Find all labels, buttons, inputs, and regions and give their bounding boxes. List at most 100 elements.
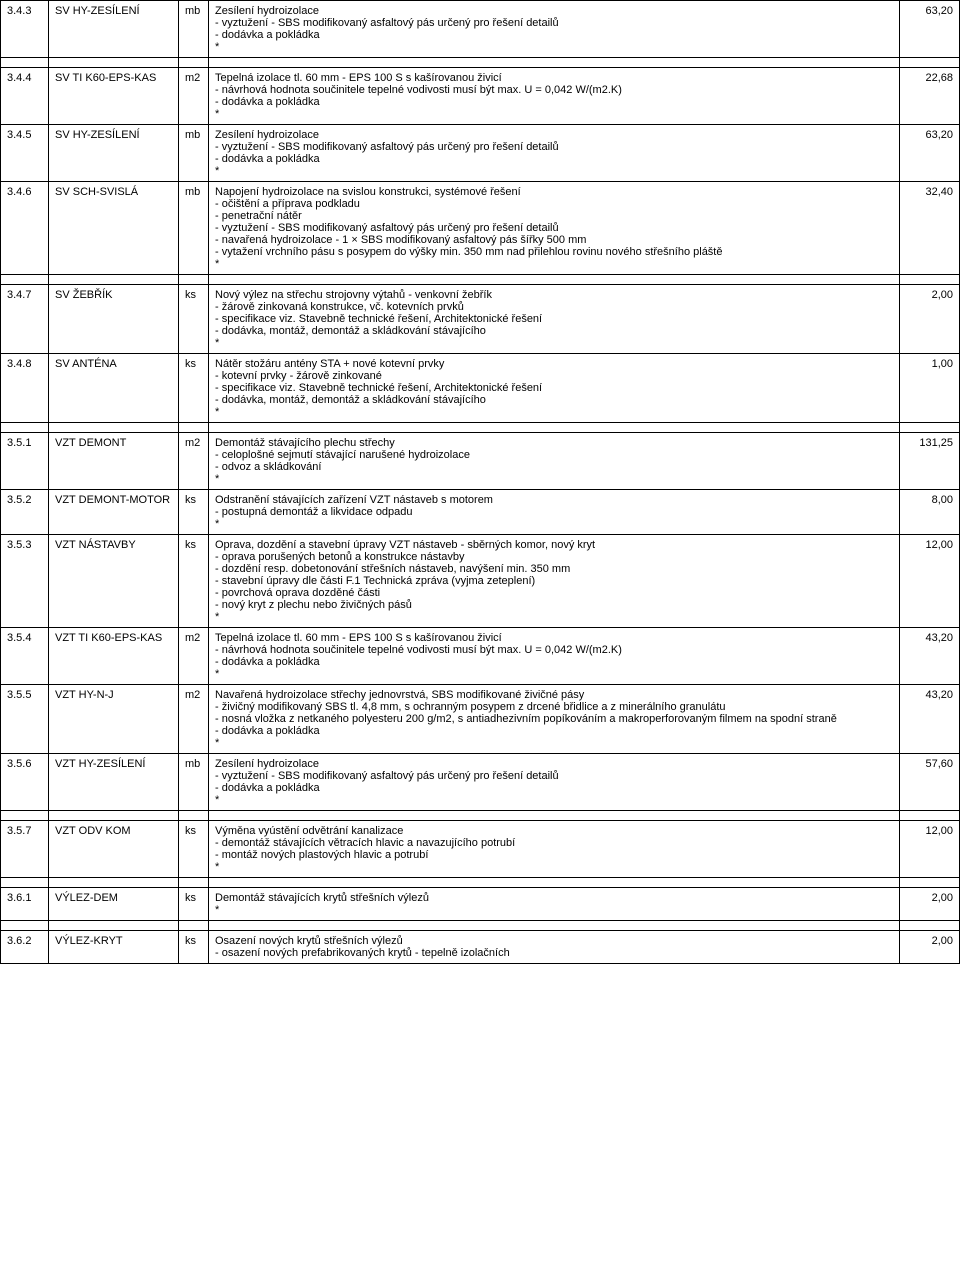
cell-code: 3.5.3: [1, 535, 49, 628]
cell-name: VZT TI K60-EPS-KAS: [49, 628, 179, 685]
cell-code: 3.4.4: [1, 68, 49, 125]
desc-line: Demontáž stávajících krytů střešních výl…: [215, 892, 893, 904]
cell-name: SV HY-ZESÍLENÍ: [49, 125, 179, 182]
cell-description: Nový výlez na střechu strojovny výtahů -…: [209, 285, 900, 354]
desc-line: Demontáž stávajícího plechu střechy: [215, 437, 893, 449]
desc-line: Zesílení hydroizolace: [215, 5, 893, 17]
cell-description: Odstranění stávajících zařízení VZT nást…: [209, 490, 900, 535]
desc-line: - specifikace viz. Stavebně technické ře…: [215, 382, 893, 394]
cell-code: 3.5.4: [1, 628, 49, 685]
desc-line: - kotevní prvky - žárově zinkované: [215, 370, 893, 382]
spacer-row: [1, 921, 960, 931]
cell-unit: m2: [179, 628, 209, 685]
cell-quantity: 1,00: [900, 354, 960, 423]
cell-unit: m2: [179, 685, 209, 754]
desc-line: - vytažení vrchního pásu s posypem do vý…: [215, 246, 893, 258]
desc-line: - návrhová hodnota součinitele tepelné v…: [215, 644, 893, 656]
cell-code: 3.5.5: [1, 685, 49, 754]
spacer-row: [1, 58, 960, 68]
desc-line: - živičný modifikovaný SBS tl. 4,8 mm, s…: [215, 701, 893, 713]
desc-line: - žárově zinkovaná konstrukce, vč. kotev…: [215, 301, 893, 313]
table-row: 3.4.5SV HY-ZESÍLENÍmbZesílení hydroizola…: [1, 125, 960, 182]
desc-line: *: [215, 794, 893, 806]
cell-description: Osazení nových krytů střešních výlezů- o…: [209, 931, 900, 964]
cell-unit: ks: [179, 535, 209, 628]
desc-line: - navařená hydroizolace - 1 × SBS modifi…: [215, 234, 893, 246]
desc-line: - odvoz a skládkování: [215, 461, 893, 473]
desc-line: *: [215, 473, 893, 485]
cell-code: 3.5.1: [1, 433, 49, 490]
cell-code: 3.5.6: [1, 754, 49, 811]
desc-line: *: [215, 108, 893, 120]
cell-quantity: 2,00: [900, 931, 960, 964]
cell-name: VZT NÁSTAVBY: [49, 535, 179, 628]
desc-line: - dodávka a pokládka: [215, 29, 893, 41]
spacer-row: [1, 811, 960, 821]
desc-line: - vyztužení - SBS modifikovaný asfaltový…: [215, 222, 893, 234]
cell-name: VZT HY-ZESÍLENÍ: [49, 754, 179, 811]
desc-line: *: [215, 337, 893, 349]
cell-code: 3.4.6: [1, 182, 49, 275]
table-row: 3.5.7VZT ODV KOMksVýměna vyústění odvětr…: [1, 821, 960, 878]
desc-line: Zesílení hydroizolace: [215, 758, 893, 770]
cell-name: SV HY-ZESÍLENÍ: [49, 1, 179, 58]
desc-line: *: [215, 904, 893, 916]
cell-name: VZT DEMONT: [49, 433, 179, 490]
cell-quantity: 43,20: [900, 628, 960, 685]
cell-description: Tepelná izolace tl. 60 mm - EPS 100 S s …: [209, 68, 900, 125]
cell-description: Zesílení hydroizolace- vyztužení - SBS m…: [209, 754, 900, 811]
cell-unit: ks: [179, 490, 209, 535]
desc-line: Navařená hydroizolace střechy jednovrstv…: [215, 689, 893, 701]
desc-line: *: [215, 41, 893, 53]
cell-name: VZT DEMONT-MOTOR: [49, 490, 179, 535]
desc-line: *: [215, 165, 893, 177]
cell-code: 3.5.2: [1, 490, 49, 535]
table-row: 3.6.2VÝLEZ-KRYTksOsazení nových krytů st…: [1, 931, 960, 964]
cell-name: SV SCH-SVISLÁ: [49, 182, 179, 275]
cell-quantity: 57,60: [900, 754, 960, 811]
cell-description: Zesílení hydroizolace- vyztužení - SBS m…: [209, 125, 900, 182]
cost-table: 3.4.3SV HY-ZESÍLENÍmbZesílení hydroizola…: [0, 0, 960, 964]
desc-line: - penetrační nátěr: [215, 210, 893, 222]
cell-unit: ks: [179, 888, 209, 921]
table-row: 3.5.2VZT DEMONT-MOTORks Odstranění stávaj…: [1, 490, 960, 535]
desc-line: *: [215, 737, 893, 749]
desc-line: Výměna vyústění odvětrání kanalizace: [215, 825, 893, 837]
table-row: 3.4.7SV ŽEBŘÍKksNový výlez na střechu st…: [1, 285, 960, 354]
cell-quantity: 131,25: [900, 433, 960, 490]
desc-line: Oprava, dozdění a stavební úpravy VZT ná…: [215, 539, 893, 551]
cell-code: 3.4.5: [1, 125, 49, 182]
cell-unit: m2: [179, 68, 209, 125]
cell-unit: ks: [179, 821, 209, 878]
desc-line: Zesílení hydroizolace: [215, 129, 893, 141]
cell-description: Demontáž stávajícího plechu střechy- cel…: [209, 433, 900, 490]
cell-code: 3.4.8: [1, 354, 49, 423]
cell-description: Zesílení hydroizolace- vyztužení - SBS m…: [209, 1, 900, 58]
desc-line: - oprava porušených betonů a konstrukce …: [215, 551, 893, 563]
cell-name: SV TI K60-EPS-KAS: [49, 68, 179, 125]
cell-unit: ks: [179, 931, 209, 964]
desc-line: Tepelná izolace tl. 60 mm - EPS 100 S s …: [215, 632, 893, 644]
desc-line: - dodávka a pokládka: [215, 656, 893, 668]
cell-name: VÝLEZ-DEM: [49, 888, 179, 921]
cell-description: Oprava, dozdění a stavební úpravy VZT ná…: [209, 535, 900, 628]
desc-line: - vyztužení - SBS modifikovaný asfaltový…: [215, 770, 893, 782]
desc-line: *: [215, 258, 893, 270]
desc-line: Osazení nových krytů střešních výlezů: [215, 935, 893, 947]
desc-line: *: [215, 406, 893, 418]
desc-line: *: [215, 668, 893, 680]
cell-unit: ks: [179, 285, 209, 354]
cell-name: VZT ODV KOM: [49, 821, 179, 878]
desc-line: - dodávka a pokládka: [215, 725, 893, 737]
desc-line: Odstranění stávajících zařízení VZT nást…: [215, 494, 893, 506]
cell-unit: mb: [179, 754, 209, 811]
cell-code: 3.6.2: [1, 931, 49, 964]
cell-quantity: 22,68: [900, 68, 960, 125]
desc-line: - dodávka, montáž, demontáž a skládkován…: [215, 325, 893, 337]
cell-quantity: 63,20: [900, 125, 960, 182]
cell-description: Nátěr stožáru antény STA + nové kotevní …: [209, 354, 900, 423]
desc-line: - dodávka a pokládka: [215, 153, 893, 165]
desc-line: - dodávka a pokládka: [215, 782, 893, 794]
desc-line: - osazení nových prefabrikovaných krytů …: [215, 947, 893, 959]
desc-line: - nový kryt z plechu nebo živičných pásů: [215, 599, 893, 611]
